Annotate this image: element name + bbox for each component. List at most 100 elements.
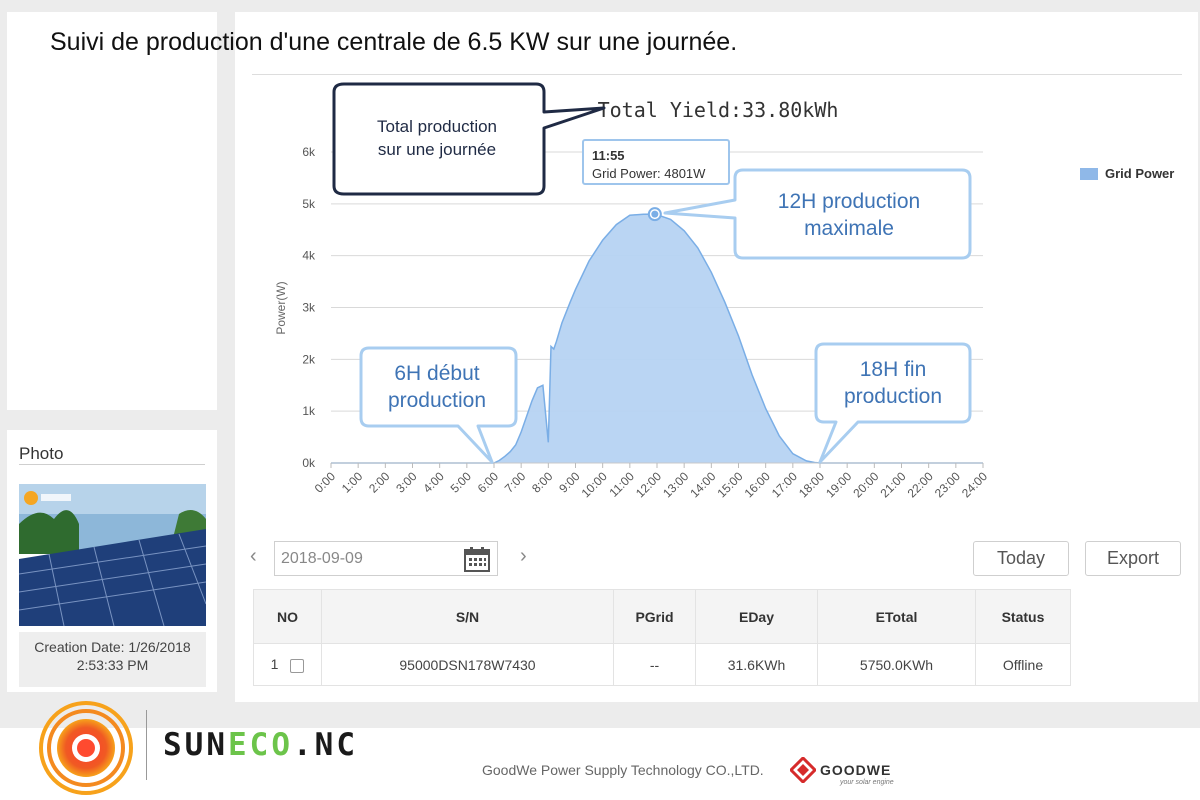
y-tick-label: 0k <box>302 456 316 470</box>
cell-status: Offline <box>975 643 1071 686</box>
suneco-logo-icon <box>39 701 133 795</box>
page-headline: Suivi de production d'une centrale de 6.… <box>50 28 738 56</box>
col-pgrid: PGrid <box>613 589 696 644</box>
callout-start-text: production <box>388 389 486 412</box>
x-tick-label: 24:00 <box>959 469 990 500</box>
y-tick-label: 3k <box>302 301 316 315</box>
photo-caption: Creation Date: 1/26/2018 2:53:33 PM <box>19 632 206 687</box>
col-eday: EDay <box>695 589 818 644</box>
photo-panel: Photo <box>7 430 217 692</box>
y-tick-label: 5k <box>302 197 316 211</box>
x-tick-label: 1:00 <box>339 469 366 496</box>
y-tick-label: 1k <box>302 404 316 418</box>
cell-sn: 95000DSN178W7430 <box>321 643 614 686</box>
x-tick-label: 20:00 <box>850 469 881 500</box>
callout-start-text: 6H début <box>394 362 479 385</box>
cell-no: 1 <box>253 643 322 686</box>
x-tick-label: 22:00 <box>905 469 936 500</box>
x-tick-label: 8:00 <box>529 469 556 496</box>
row-checkbox[interactable] <box>290 658 305 673</box>
callout-start-bubble <box>359 346 518 464</box>
creation-date: Creation Date: 1/26/2018 <box>34 639 191 655</box>
callout-total-text: Total production <box>377 117 497 136</box>
x-tick-label: 5:00 <box>448 469 475 496</box>
callout-max-text: 12H production <box>778 190 920 213</box>
col-sn: S/N <box>321 589 614 644</box>
y-tick-label: 4k <box>302 249 316 263</box>
brand-part3: .NC <box>293 727 358 763</box>
x-tick-label: 15:00 <box>714 469 745 500</box>
date-input[interactable] <box>274 541 498 576</box>
goodwe-wordmark: GOODWE <box>820 762 892 778</box>
cell-eday: 31.6KWh <box>695 643 818 686</box>
callout-end-text: 18H fin <box>860 358 927 381</box>
x-tick-label: 11:00 <box>606 469 637 500</box>
callout-total-bubble <box>332 82 606 196</box>
col-no: NO <box>253 589 322 644</box>
callout-max-bubble <box>663 168 972 260</box>
x-tick-label: 10:00 <box>579 469 610 500</box>
y-axis-label: Power(W) <box>274 281 288 334</box>
next-day-chevron-icon[interactable]: › <box>520 545 527 567</box>
col-etotal: ETotal <box>817 589 976 644</box>
prev-day-chevron-icon[interactable]: ‹ <box>250 545 257 567</box>
goodwe-slogan: your solar engine <box>840 779 894 786</box>
device-table: NO S/N PGrid EDay ETotal Status 1 95000D… <box>253 589 1071 686</box>
photo-title: Photo <box>19 444 64 463</box>
cell-pgrid: -- <box>613 643 696 686</box>
x-tick-label: 21:00 <box>877 469 908 500</box>
x-tick-label: 13:00 <box>660 469 691 500</box>
chart-title: Total Yield:33.80kWh <box>598 98 839 122</box>
x-tick-label: 6:00 <box>475 469 502 496</box>
plant-photo[interactable] <box>19 484 206 626</box>
row-number: 1 <box>270 656 279 673</box>
creation-time: 2:53:33 PM <box>76 657 149 673</box>
x-tick-label: 18:00 <box>796 469 827 500</box>
brand-part2: ECO <box>228 727 293 763</box>
table-row[interactable]: 1 95000DSN178W7430 -- 31.6KWh 5750.0KWh … <box>253 643 1071 686</box>
goodwe-logo-icon <box>790 757 816 783</box>
sidebar-panel <box>7 12 217 410</box>
callout-max-text: maximale <box>804 217 894 240</box>
chart-tooltip: 11:55 Grid Power: 4801W <box>582 139 730 185</box>
photo-divider <box>19 464 205 465</box>
brand-part1: SUN <box>163 727 228 763</box>
calendar-icon[interactable] <box>464 546 490 572</box>
col-status: Status <box>975 589 1071 644</box>
footer-company: GoodWe Power Supply Technology CO.,LTD. <box>482 762 764 778</box>
x-tick-label: 0:00 <box>312 469 339 496</box>
x-tick-label: 16:00 <box>742 469 773 500</box>
callout-total-text: sur une journée <box>378 140 496 159</box>
x-tick-label: 2:00 <box>366 469 393 496</box>
x-tick-label: 19:00 <box>823 469 854 500</box>
power-chart: 0k 1k 2k 3k 4k 5k 6k Power(W) Total Yield:33.80k… <box>274 82 990 500</box>
x-tick-label: 4:00 <box>420 469 447 496</box>
callout-end-bubble <box>814 342 972 464</box>
series-area-grid-power <box>331 214 983 463</box>
main-divider <box>252 74 1182 75</box>
today-button[interactable]: Today <box>973 541 1069 576</box>
chart-legend[interactable]: Grid Power <box>1080 166 1174 181</box>
x-tick-label: 23:00 <box>932 469 963 500</box>
tooltip-value: Grid Power: 4801W <box>592 166 706 181</box>
x-tick-label: 7:00 <box>502 469 529 496</box>
callout-end-text: production <box>844 385 942 408</box>
footer-divider <box>146 710 147 780</box>
legend-swatch <box>1080 167 1098 180</box>
tooltip-time: 11:55 <box>592 148 625 163</box>
callout-layer: Total production sur une journée 12H produ… <box>332 82 972 464</box>
x-tick-label: 3:00 <box>393 469 420 496</box>
x-tick-label: 17:00 <box>769 469 800 500</box>
table-header-row: NO S/N PGrid EDay ETotal Status <box>253 589 1071 644</box>
export-button[interactable]: Export <box>1085 541 1181 576</box>
legend-label: Grid Power <box>1105 166 1175 181</box>
chart-area-layer <box>331 207 983 464</box>
tooltip-point-center <box>651 210 659 218</box>
x-tick-label: 14:00 <box>687 469 718 500</box>
y-tick-label: 6k <box>302 145 316 159</box>
suneco-brand: SUNECO.NC <box>163 727 358 763</box>
y-tick-label: 2k <box>302 352 316 366</box>
x-tick-label: 12:00 <box>633 469 664 500</box>
cell-etotal: 5750.0KWh <box>817 643 976 686</box>
series-line-grid-power <box>331 213 983 464</box>
